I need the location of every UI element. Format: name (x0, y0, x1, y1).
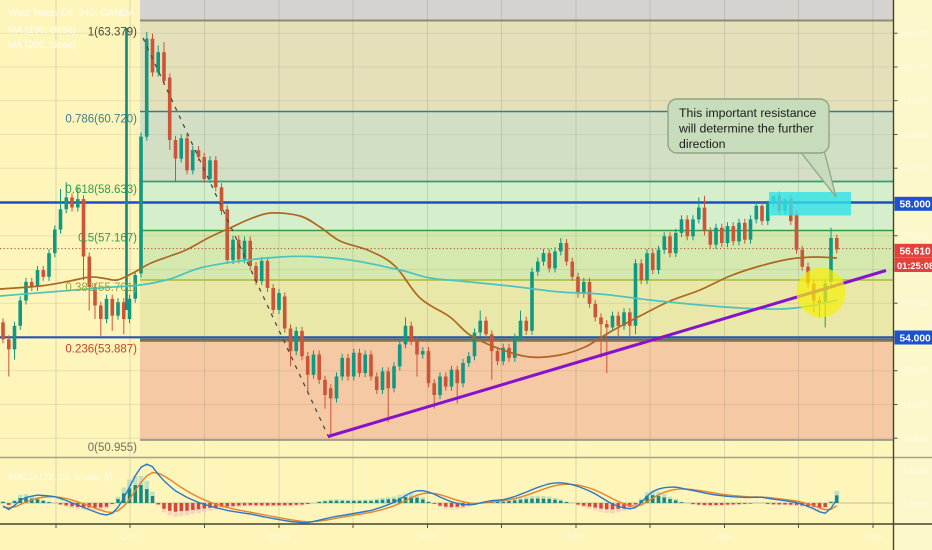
svg-text:55.000: 55.000 (901, 299, 932, 310)
svg-text:63.000: 63.000 (901, 29, 932, 40)
svg-text:direction: direction (679, 137, 726, 151)
svg-text:West Texas Oil, 240, OANDA: West Texas Oil, 240, OANDA (8, 8, 136, 19)
svg-text:51.000: 51.000 (901, 434, 932, 445)
svg-text:0.5000: 0.5000 (901, 466, 932, 477)
svg-text:0.0000: 0.0000 (901, 501, 932, 512)
svg-text:MACD (12, 26, close, 9): MACD (12, 26, close, 9) (8, 472, 113, 483)
svg-text:0.382(55.701): 0.382(55.701) (65, 282, 137, 294)
svg-text:0.5(57.167): 0.5(57.167) (78, 233, 137, 245)
svg-text:Mar: Mar (567, 532, 585, 543)
svg-text:61.000: 61.000 (901, 96, 932, 107)
svg-text:60.000: 60.000 (901, 130, 932, 141)
svg-text:56.610: 56.610 (900, 247, 931, 258)
svg-text:62.000: 62.000 (901, 63, 932, 74)
svg-text:59.000: 59.000 (901, 164, 932, 175)
svg-text:0.618(58.633): 0.618(58.633) (65, 184, 137, 196)
svg-text:This important resistance: This important resistance (679, 106, 817, 120)
svg-text:0.236(53.887): 0.236(53.887) (65, 344, 137, 356)
svg-text:2019: 2019 (268, 532, 291, 543)
svg-text:53.000: 53.000 (901, 366, 932, 377)
svg-text:Apr: Apr (717, 532, 733, 543)
svg-text:0(50.955): 0(50.955) (88, 442, 137, 454)
svg-text:1(63.379): 1(63.379) (88, 27, 137, 39)
svg-text:0.786(60.720): 0.786(60.720) (65, 114, 137, 126)
svg-text:MA (200, close): MA (200, close) (8, 40, 76, 51)
svg-text:57.000: 57.000 (901, 231, 932, 242)
svg-text:Dec: Dec (121, 532, 139, 543)
svg-text:54.000: 54.000 (900, 333, 931, 344)
svg-text:01:25:08: 01:25:08 (897, 261, 932, 271)
svg-text:58.000: 58.000 (900, 200, 931, 211)
svg-text:52.000: 52.000 (901, 400, 932, 411)
svg-text:May: May (864, 532, 883, 543)
svg-text:Feb: Feb (419, 532, 437, 543)
svg-text:MA (100, close): MA (100, close) (8, 25, 76, 36)
svg-text:will determine the further: will determine the further (678, 122, 814, 136)
